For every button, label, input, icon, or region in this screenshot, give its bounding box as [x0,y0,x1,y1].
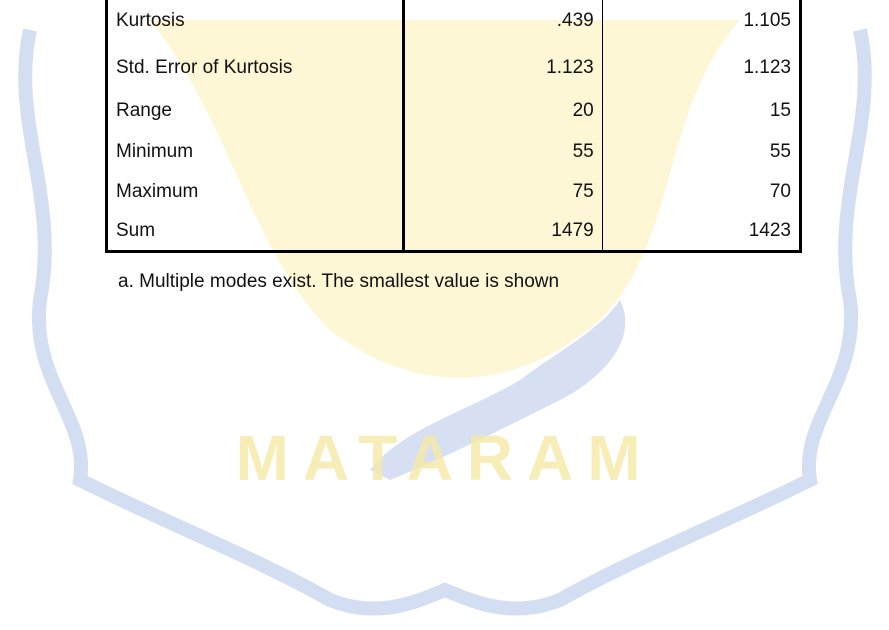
cell-value: 1.105 [602,0,800,45]
cell-value: .439 [404,0,602,45]
watermark-text: MATARAM [235,422,654,494]
row-label: Sum [107,212,404,252]
row-label: Kurtosis [107,0,404,45]
cell-value: 20 [404,90,602,132]
cell-value: 1479 [404,212,602,252]
cell-value: 1423 [602,212,800,252]
row-label: Minimum [107,132,404,172]
cell-value: 15 [602,90,800,132]
page: {"watermark": {"text": "MATARAM"}, "tabl… [0,0,889,630]
row-label: Maximum [107,172,404,212]
cell-value: 1.123 [404,45,602,90]
cell-value: 55 [404,132,602,172]
cell-value: 1.123 [602,45,800,90]
cell-value: 75 [404,172,602,212]
row-label: Std. Error of Kurtosis [107,45,404,90]
row-label: Range [107,90,404,132]
footnote: a. Multiple modes exist. The smallest va… [118,271,559,293]
cell-value: 55 [602,132,800,172]
cell-value: 70 [602,172,800,212]
